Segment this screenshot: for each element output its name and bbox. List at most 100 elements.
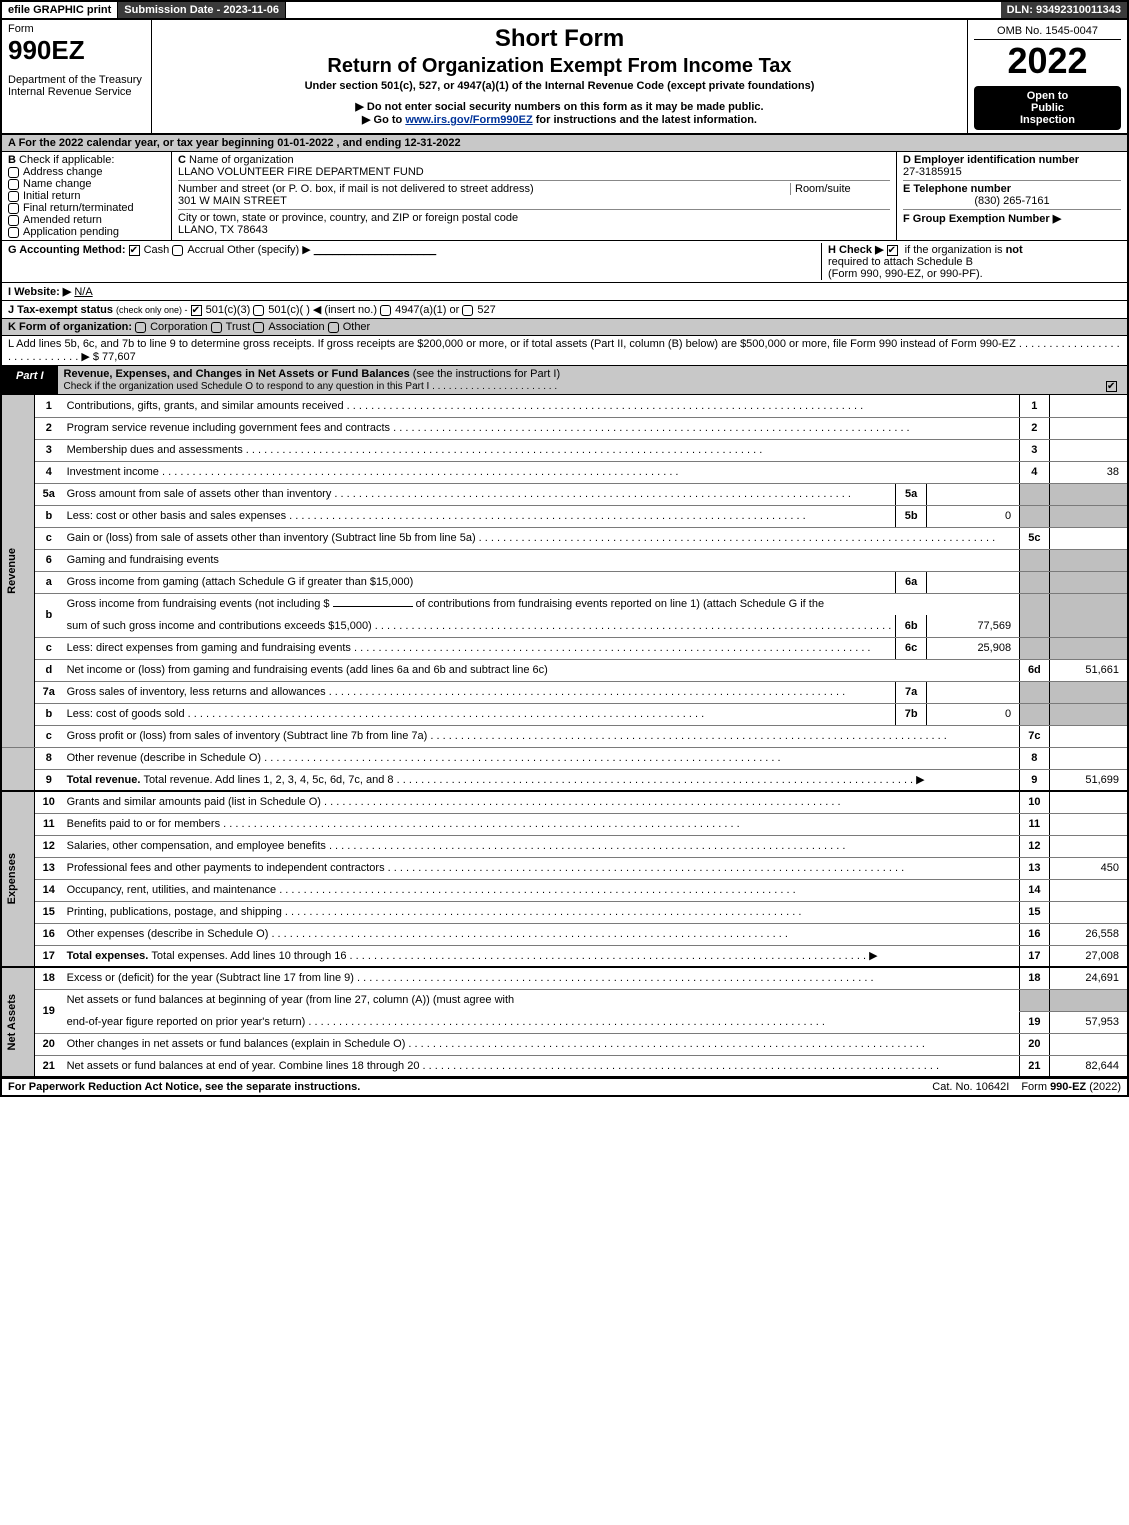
phone: (830) 265-7161 (903, 195, 1121, 207)
line-l: L Add lines 5b, 6c, and 7b to line 9 to … (0, 336, 1129, 366)
form-number: 990EZ (8, 35, 145, 66)
chk-final-return[interactable] (8, 203, 19, 214)
row-20: 20 Other changes in net assets or fund b… (1, 1033, 1128, 1055)
room-suite-label: Room/suite (790, 183, 890, 195)
row-11: 11 Benefits paid to or for members 11 (1, 813, 1128, 835)
row-6b-2: sum of such gross income and contributio… (1, 615, 1128, 637)
row-18: Net Assets 18 Excess or (deficit) for th… (1, 967, 1128, 989)
chk-other-org[interactable] (328, 322, 339, 333)
line-i: I Website: ▶ N/A (0, 283, 1129, 301)
val-6b: 77,569 (927, 615, 1020, 637)
row-16: 16 Other expenses (describe in Schedule … (1, 923, 1128, 945)
org-street: 301 W MAIN STREET (178, 195, 890, 207)
expenses-label: Expenses (6, 853, 18, 904)
section-d-e-f: D Employer identification number 27-3185… (897, 152, 1127, 240)
org-name: LLANO VOLUNTEER FIRE DEPARTMENT FUND (178, 166, 890, 178)
row-17: 17 Total expenses. Total expenses. Add l… (1, 945, 1128, 967)
val-16: 26,558 (1049, 923, 1128, 945)
form-id-block: Form 990EZ Department of the Treasury In… (2, 20, 152, 133)
e-label: E Telephone number (903, 180, 1121, 195)
footer-paperwork: For Paperwork Reduction Act Notice, see … (2, 1079, 926, 1095)
row-3: 3 Membership dues and assessments 3 (1, 439, 1128, 461)
footer-formref: Form 990-EZ (2022) (1015, 1079, 1127, 1095)
submission-date: Submission Date - 2023-11-06 (118, 2, 286, 18)
row-10: Expenses 10 Grants and similar amounts p… (1, 791, 1128, 813)
row-7c: c Gross profit or (loss) from sales of i… (1, 725, 1128, 747)
d-label: D Employer identification number (903, 154, 1121, 166)
chk-501c3[interactable] (191, 305, 202, 316)
row-7b: b Less: cost of goods sold 7b 0 (1, 703, 1128, 725)
form-label: Form (8, 23, 145, 35)
website-value: N/A (74, 286, 92, 298)
row-13: 13 Professional fees and other payments … (1, 857, 1128, 879)
val-21: 82,644 (1049, 1055, 1128, 1077)
row-12: 12 Salaries, other compensation, and emp… (1, 835, 1128, 857)
part-1-table: Revenue 1 Contributions, gifts, grants, … (0, 395, 1129, 1078)
row-19-2: end-of-year figure reported on prior yea… (1, 1011, 1128, 1033)
chk-amended-return[interactable] (8, 215, 19, 226)
row-6a: a Gross income from gaming (attach Sched… (1, 571, 1128, 593)
chk-association[interactable] (253, 322, 264, 333)
f-label: F Group Exemption Number ▶ (903, 209, 1121, 225)
footer-catno: Cat. No. 10642I (926, 1079, 1015, 1095)
val-18: 24,691 (1049, 967, 1128, 989)
line-k: K Form of organization: Corporation Trus… (0, 319, 1129, 336)
val-19: 57,953 (1049, 1011, 1128, 1033)
bullet-goto: ▶ Go to www.irs.gov/Form990EZ for instru… (158, 113, 961, 126)
section-g: G Accounting Method: Cash Accrual Other … (8, 243, 821, 280)
dln-label: DLN: 93492310011343 (1001, 2, 1127, 18)
line-g-h: G Accounting Method: Cash Accrual Other … (0, 241, 1129, 283)
chk-accrual[interactable] (172, 245, 183, 256)
b-label: B (8, 154, 16, 166)
omb-number: OMB No. 1545-0047 (974, 23, 1121, 40)
row-6c: c Less: direct expenses from gaming and … (1, 637, 1128, 659)
net-assets-label: Net Assets (6, 994, 18, 1050)
bullet-ssn: ▶ Do not enter social security numbers o… (158, 100, 961, 113)
val-9: 51,699 (1049, 769, 1128, 791)
chk-schedule-o-part1[interactable] (1106, 381, 1117, 392)
org-city: LLANO, TX 78643 (178, 224, 890, 236)
chk-4947a1[interactable] (380, 305, 391, 316)
efile-label[interactable]: efile GRAPHIC print (2, 2, 118, 18)
open-to-public-badge: Open to Public Inspection (974, 86, 1121, 130)
val-1 (1049, 395, 1128, 417)
chk-address-change[interactable] (8, 167, 19, 178)
row-5a: 5a Gross amount from sale of assets othe… (1, 483, 1128, 505)
row-9: 9 Total revenue. Total revenue. Add line… (1, 769, 1128, 791)
line-j: J Tax-exempt status (check only one) - 5… (0, 301, 1129, 319)
chk-name-change[interactable] (8, 179, 19, 190)
chk-corporation[interactable] (135, 322, 146, 333)
part-1-tag: Part I (2, 366, 58, 394)
chk-cash[interactable] (129, 245, 140, 256)
row-6b-1: b Gross income from fundraising events (… (1, 593, 1128, 615)
row-1: Revenue 1 Contributions, gifts, grants, … (1, 395, 1128, 417)
title-short-form: Short Form (158, 25, 961, 53)
chk-application-pending[interactable] (8, 227, 19, 238)
form-title-block: Short Form Return of Organization Exempt… (152, 20, 967, 133)
row-19-1: 19 Net assets or fund balances at beginn… (1, 989, 1128, 1011)
line-a: A For the 2022 calendar year, or tax yea… (0, 135, 1129, 152)
chk-initial-return[interactable] (8, 191, 19, 202)
chk-501c[interactable] (253, 305, 264, 316)
row-21: 21 Net assets or fund balances at end of… (1, 1055, 1128, 1077)
chk-sched-b-not-required[interactable] (887, 245, 898, 256)
row-2: 2 Program service revenue including gove… (1, 417, 1128, 439)
dept-line-1: Department of the Treasury (8, 74, 145, 86)
irs-link[interactable]: www.irs.gov/Form990EZ (405, 114, 532, 126)
title-main: Return of Organization Exempt From Incom… (158, 55, 961, 78)
val-4: 38 (1049, 461, 1128, 483)
tax-year: 2022 (974, 40, 1121, 82)
chk-527[interactable] (462, 305, 473, 316)
row-15: 15 Printing, publications, postage, and … (1, 901, 1128, 923)
row-4: 4 Investment income 4 38 (1, 461, 1128, 483)
org-info-grid: B Check if applicable: Address change Na… (0, 152, 1129, 241)
row-6: 6 Gaming and fundraising events (1, 549, 1128, 571)
val-6d: 51,661 (1049, 659, 1128, 681)
ein: 27-3185915 (903, 166, 1121, 178)
part-1-header: Part I Revenue, Expenses, and Changes in… (0, 366, 1129, 395)
row-5c: c Gain or (loss) from sale of assets oth… (1, 527, 1128, 549)
chk-trust[interactable] (211, 322, 222, 333)
row-8: 8 Other revenue (describe in Schedule O)… (1, 747, 1128, 769)
section-h: H Check ▶ if the organization is not req… (821, 243, 1121, 280)
subtitle: Under section 501(c), 527, or 4947(a)(1)… (158, 80, 961, 92)
